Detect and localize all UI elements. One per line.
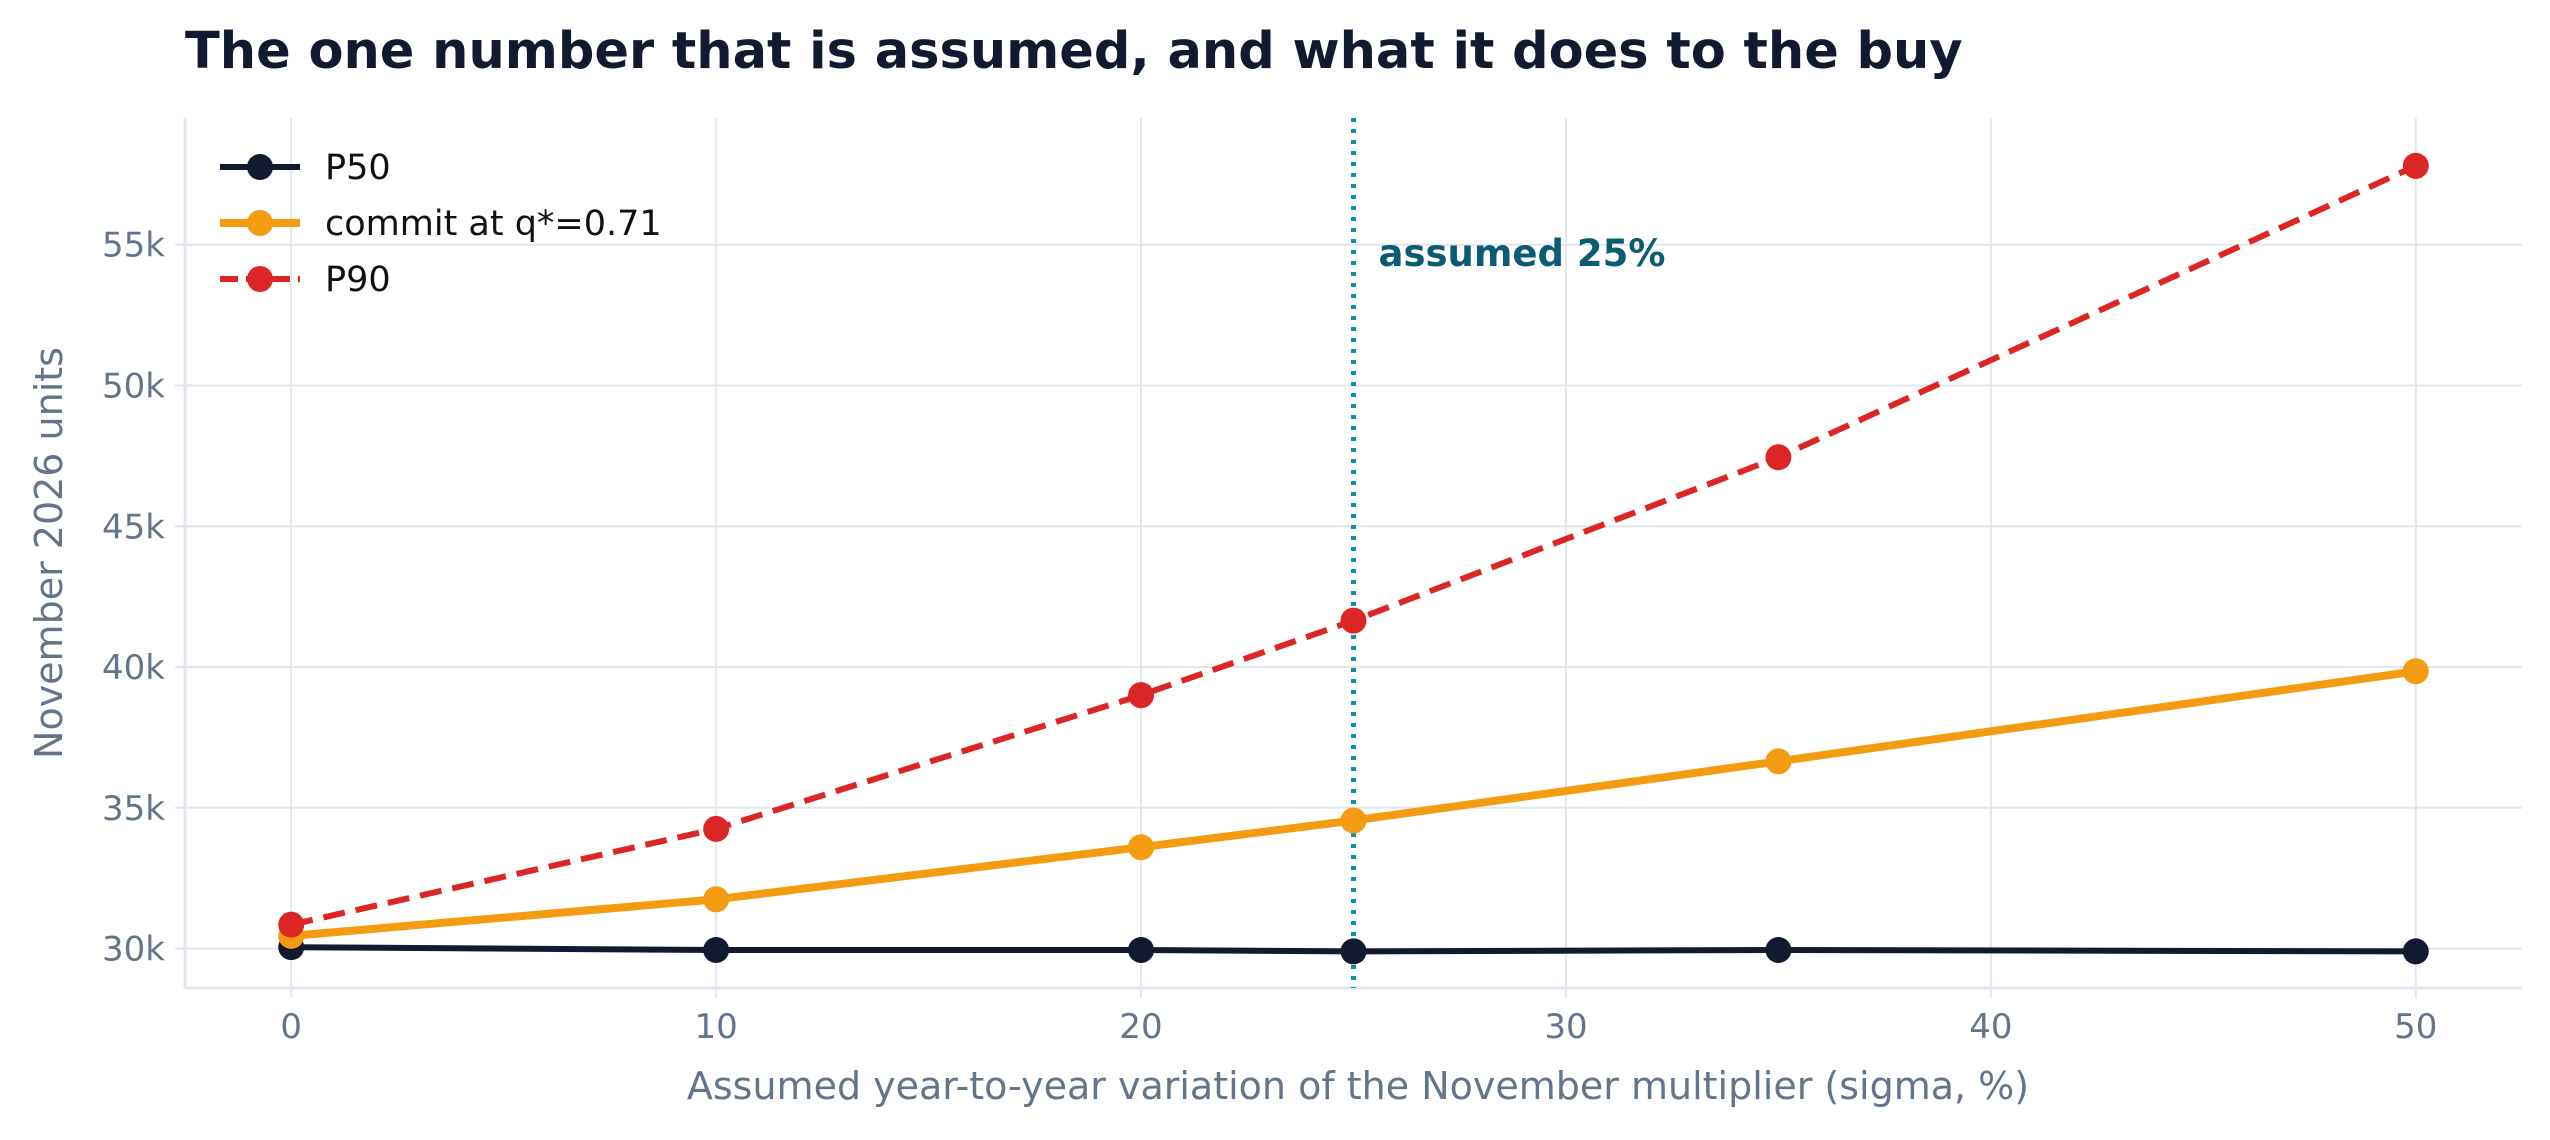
data-point — [1128, 682, 1155, 709]
reference-line-label: assumed 25% — [1379, 232, 1666, 275]
data-point — [1128, 936, 1155, 963]
y-tick-label: 35k — [102, 789, 165, 829]
data-point — [2402, 938, 2429, 965]
data-point — [1765, 444, 1792, 471]
y-tick-label: 40k — [102, 648, 165, 688]
x-tick-label: 20 — [1119, 1007, 1162, 1047]
legend: P50 commit at q*=0.71 P90 — [220, 148, 662, 300]
series-layer — [278, 152, 2429, 965]
legend-label: P50 — [325, 148, 391, 188]
x-tick-label: 50 — [2394, 1007, 2437, 1047]
data-point — [1340, 938, 1367, 965]
x-axis-label: Assumed year-to-year variation of the No… — [687, 1064, 2029, 1108]
reference-line-layer: assumed 25% — [1351, 118, 1666, 988]
x-tick-label: 30 — [1544, 1007, 1587, 1047]
series-line-p50 — [291, 944, 2416, 955]
data-point — [1340, 807, 1367, 834]
series-line-p90 — [290, 163, 2418, 928]
y-tick-label: 55k — [102, 226, 165, 266]
data-point — [2402, 152, 2429, 179]
data-point — [1128, 834, 1155, 861]
data-point — [1340, 607, 1367, 634]
data-point — [1765, 936, 1792, 963]
x-tick-label: 10 — [695, 1007, 738, 1047]
chart-title: The one number that is assumed, and what… — [185, 22, 1963, 81]
axes: 0 10 20 30 40 50 30k 35k 40k 45k 50k 55k — [102, 118, 2522, 1047]
y-axis-label: November 2026 units — [27, 347, 71, 759]
legend-marker — [247, 154, 273, 180]
x-tick-label: 0 — [280, 1007, 302, 1047]
legend-marker — [247, 210, 273, 236]
legend-label: commit at q*=0.71 — [325, 204, 662, 244]
data-point — [703, 815, 730, 842]
data-point — [1765, 748, 1792, 775]
data-point — [703, 936, 730, 963]
data-point — [278, 911, 305, 938]
legend-label: P90 — [325, 260, 391, 300]
series-line-commit-at-q-0-71 — [290, 667, 2417, 940]
y-tick-label: 50k — [102, 366, 165, 406]
x-tick-label: 40 — [1969, 1007, 2012, 1047]
y-tick-label: 30k — [102, 930, 165, 970]
data-point — [2402, 658, 2429, 685]
legend-marker — [247, 266, 273, 292]
y-tick-label: 45k — [102, 507, 165, 547]
data-point — [703, 886, 730, 913]
